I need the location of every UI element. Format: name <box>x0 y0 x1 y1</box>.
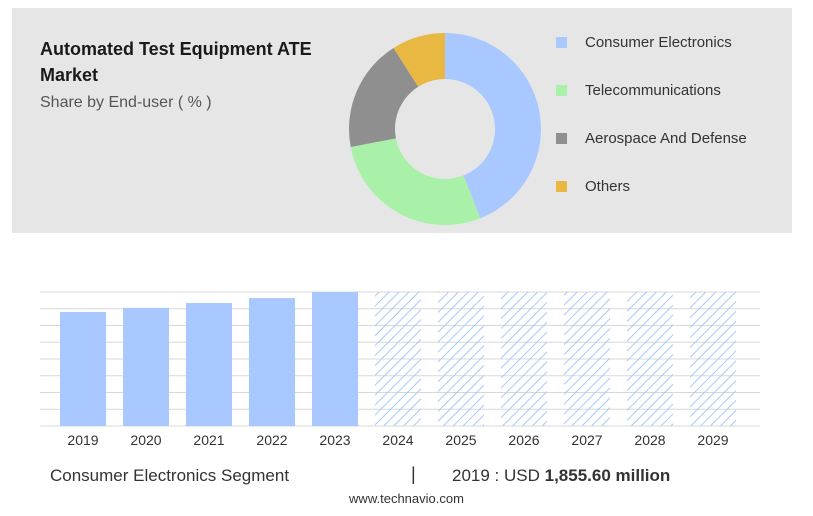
x-tick-label: 2021 <box>193 432 224 448</box>
bar-2019 <box>60 311 106 426</box>
donut-slice-aerospace-and-defense <box>349 47 419 147</box>
legend-swatch <box>556 36 567 48</box>
donut-slice-telecommunications <box>350 138 481 225</box>
source-url: www.technavio.com <box>349 491 464 506</box>
legend-label: Aerospace And Defense <box>585 129 747 147</box>
footer-separator: | <box>411 464 416 484</box>
legend-swatch <box>556 84 567 96</box>
segment-year-prefix: 2019 : USD <box>452 466 545 485</box>
legend-item-aerospace-and-defense: Aerospace And Defense <box>556 114 747 162</box>
chart-title: Automated Test Equipment ATE Market <box>40 39 312 85</box>
x-tick-label: 2026 <box>508 432 539 448</box>
x-tick-label: 2023 <box>319 432 350 448</box>
donut-chart <box>349 33 541 225</box>
forecast-bar-2027 <box>564 292 610 426</box>
x-tick-label: 2025 <box>445 432 476 448</box>
legend-swatch <box>556 180 567 192</box>
bar-2022 <box>249 298 295 426</box>
forecast-bar-2029 <box>690 292 736 426</box>
x-tick-label: 2028 <box>634 432 665 448</box>
forecast-bar-2024 <box>375 292 421 426</box>
x-tick-label: 2029 <box>697 432 728 448</box>
legend-label: Consumer Electronics <box>585 33 732 51</box>
legend-item-consumer-electronics: Consumer Electronics <box>556 18 747 66</box>
x-tick-label: 2019 <box>67 432 98 448</box>
forecast-bar-2028 <box>627 292 673 426</box>
bar-2023 <box>312 292 358 426</box>
forecast-bar-2026 <box>501 292 547 426</box>
legend-label: Others <box>585 177 631 195</box>
donut-legend: Consumer Electronics Telecommunications … <box>556 18 747 210</box>
forecast-bar-2025 <box>438 292 484 426</box>
legend-label: Telecommunications <box>585 81 721 99</box>
x-tick-label: 2027 <box>571 432 602 448</box>
x-tick-label: 2024 <box>382 432 413 448</box>
segment-label: Consumer Electronics Segment <box>50 466 290 485</box>
bar-chart: 2019 2020 2021 2022 2023 2024 2025 2026 2027 2028… <box>40 291 760 448</box>
bar-2020 <box>123 307 169 426</box>
legend-item-telecommunications: Telecommunications <box>556 66 747 114</box>
donut-slice-consumer-electronics <box>445 33 541 219</box>
chart-subtitle: Share by End-user ( % ) <box>40 94 212 111</box>
donut-slice-others <box>393 33 445 87</box>
bar-2021 <box>186 303 232 426</box>
x-tick-label: 2022 <box>256 432 287 448</box>
segment-value-amount: 1,855.60 million <box>544 466 671 485</box>
legend-item-others: Others <box>556 162 747 210</box>
legend-swatch <box>556 132 567 144</box>
x-tick-label: 2020 <box>130 432 161 448</box>
segment-value: 2019 : USD 1,855.60 million <box>452 466 670 486</box>
